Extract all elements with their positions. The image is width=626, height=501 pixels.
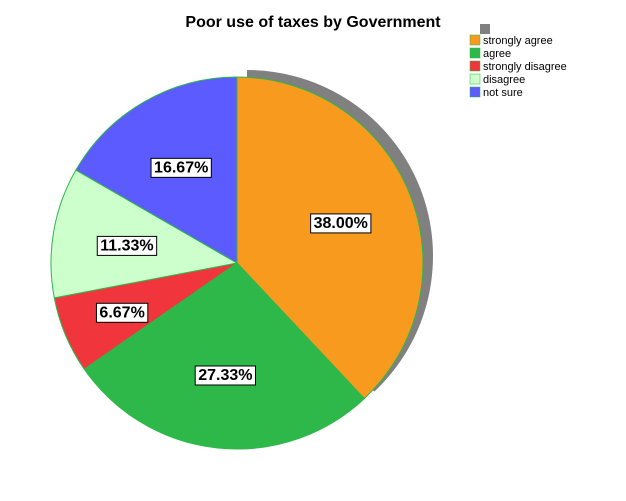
data-label-text: 16.67%: [154, 159, 208, 176]
pie-data-labels: 38.00% 27.33% 6.67% 11.33% 16.67%: [95, 157, 372, 386]
data-label-box: [310, 213, 372, 234]
legend-label-strongly-disagree: strongly disagree: [483, 61, 567, 73]
legend-label-not-sure: not sure: [483, 87, 523, 99]
data-label-strongly-disagree: 6.67%: [95, 302, 149, 323]
legend-swatch-extra: [480, 24, 490, 34]
data-label-strongly-agree: 38.00%: [310, 213, 372, 234]
data-label-box: [194, 365, 256, 386]
data-label-not-sure: 16.67%: [150, 157, 212, 178]
data-label-agree: 27.33%: [194, 365, 256, 386]
data-label-text: 27.33%: [198, 367, 252, 384]
slice-agree: [83, 262, 366, 450]
data-label-box: [95, 302, 149, 323]
data-label-text: 38.00%: [314, 215, 368, 232]
legend-swatch-disagree: [469, 73, 481, 85]
slice-disagree: [50, 169, 239, 299]
data-label-disagree: 11.33%: [96, 235, 158, 256]
chart-title: Poor use of taxes by Government: [185, 14, 441, 31]
data-label-box: [96, 235, 158, 256]
pie-slices: [50, 76, 424, 450]
legend-swatch-strongly-agree: [469, 34, 481, 46]
legend-label-agree: agree: [483, 48, 511, 60]
legend-swatch-not-sure: [469, 86, 481, 98]
data-label-box: [150, 157, 212, 178]
legend-label-strongly-agree: strongly agree: [483, 35, 553, 47]
data-label-text: 11.33%: [100, 237, 153, 254]
data-label-text: 6.67%: [99, 304, 144, 321]
legend-swatch-agree: [469, 47, 481, 59]
slice-strongly-agree: [236, 76, 424, 400]
legend-label-disagree: disagree: [483, 74, 525, 86]
legend-swatch-strongly-disagree: [469, 60, 481, 72]
